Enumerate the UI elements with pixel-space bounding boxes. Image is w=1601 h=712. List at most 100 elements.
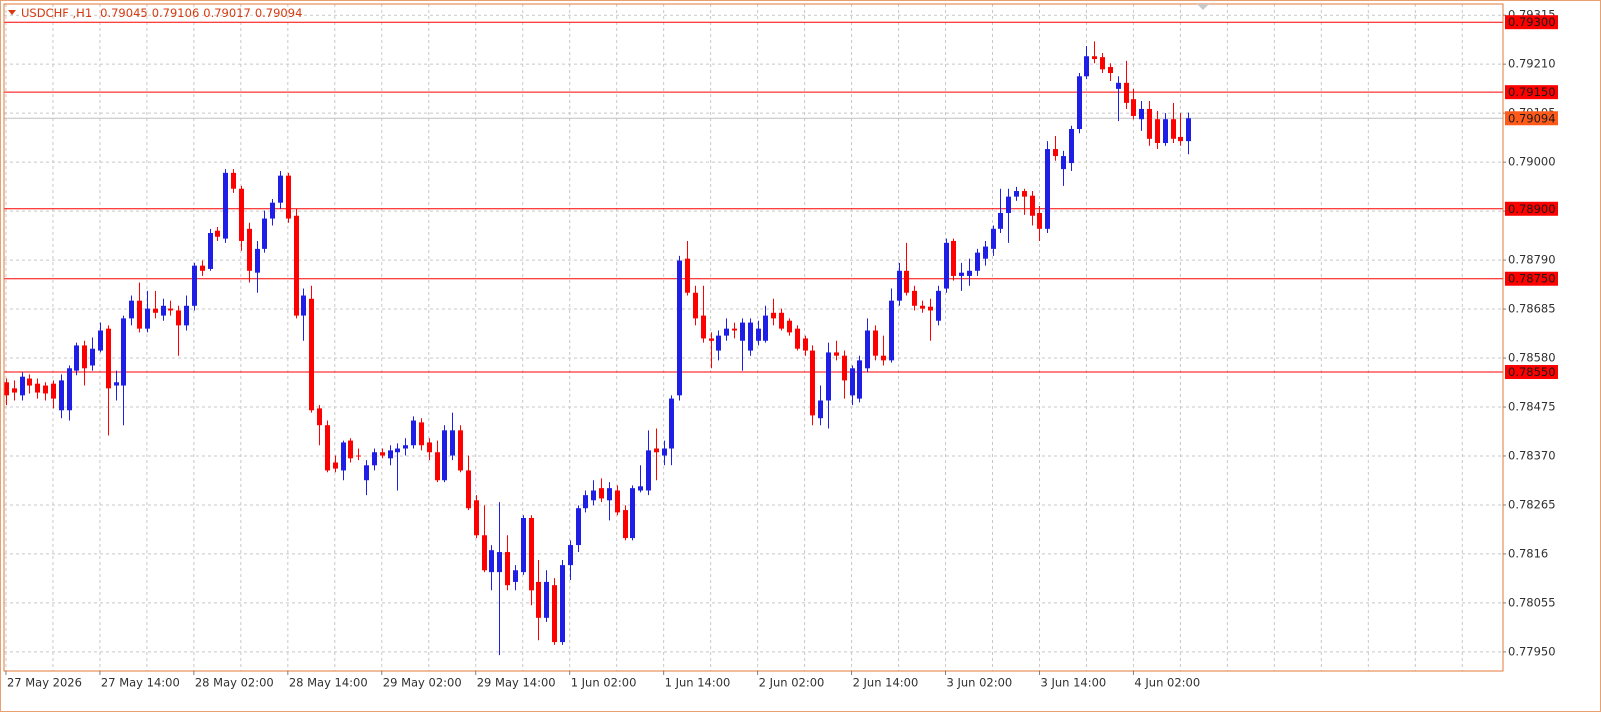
candle-body <box>270 202 275 219</box>
candle-body <box>168 308 173 311</box>
candle-body <box>810 350 815 416</box>
candle-body <box>215 230 220 237</box>
candle-body <box>427 442 432 453</box>
candle-body <box>677 260 682 396</box>
candle-body <box>153 308 158 313</box>
x-tick-label: 28 May 14:00 <box>289 676 368 690</box>
candle-body <box>294 215 299 316</box>
candle-body <box>1108 66 1113 74</box>
plot-frame <box>3 3 1504 672</box>
candle-body <box>529 518 534 591</box>
candle-body <box>513 570 518 582</box>
candle-body <box>646 450 651 491</box>
y-tick-label: 0.78580 <box>1508 351 1556 365</box>
level-label-box <box>1505 271 1558 286</box>
candle-body <box>834 352 839 356</box>
candle-body <box>333 462 338 469</box>
candle-body <box>912 290 917 306</box>
candle-body <box>129 300 134 319</box>
candle-body <box>262 218 267 249</box>
candle-body <box>114 382 119 386</box>
y-tick-label: 0.7816 <box>1508 546 1548 560</box>
header-close: 0.79094 <box>255 6 303 20</box>
candle-body <box>521 518 526 573</box>
candle-body <box>615 490 620 513</box>
candle-body <box>1084 56 1089 77</box>
candle-body <box>1092 56 1097 60</box>
candle-body <box>348 440 353 459</box>
y-tick-label: 0.77950 <box>1508 644 1556 658</box>
candle-body <box>184 305 189 326</box>
candle-body <box>12 388 17 393</box>
candle-body <box>90 348 95 366</box>
candle-body <box>623 510 628 539</box>
candle-body <box>803 338 808 351</box>
grid <box>4 4 1503 671</box>
x-tick-label: 27 May 2026 <box>7 676 82 690</box>
y-tick-label: 0.79000 <box>1508 155 1556 169</box>
candle-body <box>920 305 925 309</box>
candle-body <box>724 328 729 336</box>
candle-body <box>975 252 980 271</box>
candle-body <box>1022 191 1027 197</box>
candle-body <box>552 585 557 643</box>
level-label-box <box>1505 15 1558 30</box>
candle-body <box>372 452 377 466</box>
header-high: 0.79106 <box>152 6 200 20</box>
candle-body <box>1178 136 1183 142</box>
candle-body <box>771 312 776 319</box>
x-tick-label: 28 May 02:00 <box>195 676 274 690</box>
level-label: 0.78550 <box>1508 365 1556 379</box>
x-tick-label: 2 Jun 02:00 <box>759 676 825 690</box>
candle-body <box>231 172 236 189</box>
x-tick-label: 27 May 14:00 <box>101 676 180 690</box>
candle-body <box>826 352 831 401</box>
level-label: 0.79300 <box>1508 15 1556 29</box>
symbol: USDCHF ,H1 <box>21 6 92 20</box>
candle-body <box>35 383 40 393</box>
candle-body <box>630 488 635 539</box>
candle-body <box>466 470 471 509</box>
candle-body <box>1139 108 1144 120</box>
candle-body <box>693 292 698 319</box>
candle-body <box>286 175 291 219</box>
candle-body <box>74 345 79 371</box>
candle-body <box>607 488 612 501</box>
candle-body <box>301 295 306 316</box>
candle-body <box>325 425 330 471</box>
candle-body <box>763 315 768 341</box>
candle-body <box>82 345 87 369</box>
candle-body <box>544 581 549 618</box>
candle-body <box>591 490 596 501</box>
candle-body <box>873 330 878 356</box>
candle-body <box>121 318 126 386</box>
candle-body <box>583 495 588 509</box>
candle-body <box>599 488 604 499</box>
current-price-box <box>1505 111 1558 126</box>
candle-body <box>442 430 447 481</box>
candle-body <box>959 272 964 276</box>
header-open: 0.79045 <box>100 6 148 20</box>
candle-body <box>497 552 502 573</box>
candle-body <box>505 552 510 586</box>
level-label: 0.79150 <box>1508 85 1556 99</box>
candle-body <box>740 322 745 341</box>
candle-body <box>936 290 941 321</box>
y-tick-label: 0.78265 <box>1508 497 1556 511</box>
candle-body <box>850 368 855 396</box>
y-tick-label: 0.78790 <box>1508 253 1556 267</box>
candle-body <box>638 486 643 491</box>
levels <box>4 21 1503 373</box>
candle-body <box>192 265 197 306</box>
candle-body <box>1186 118 1191 142</box>
candle-body <box>278 175 283 203</box>
y-tick-label: 0.79210 <box>1508 57 1556 71</box>
candle-body <box>388 450 393 459</box>
candle-body <box>137 300 142 329</box>
candle-body <box>748 322 753 351</box>
candle-body <box>1061 156 1066 170</box>
candle-body <box>223 172 228 239</box>
y-tick-label: 0.78685 <box>1508 302 1556 316</box>
candle-body <box>889 300 894 361</box>
